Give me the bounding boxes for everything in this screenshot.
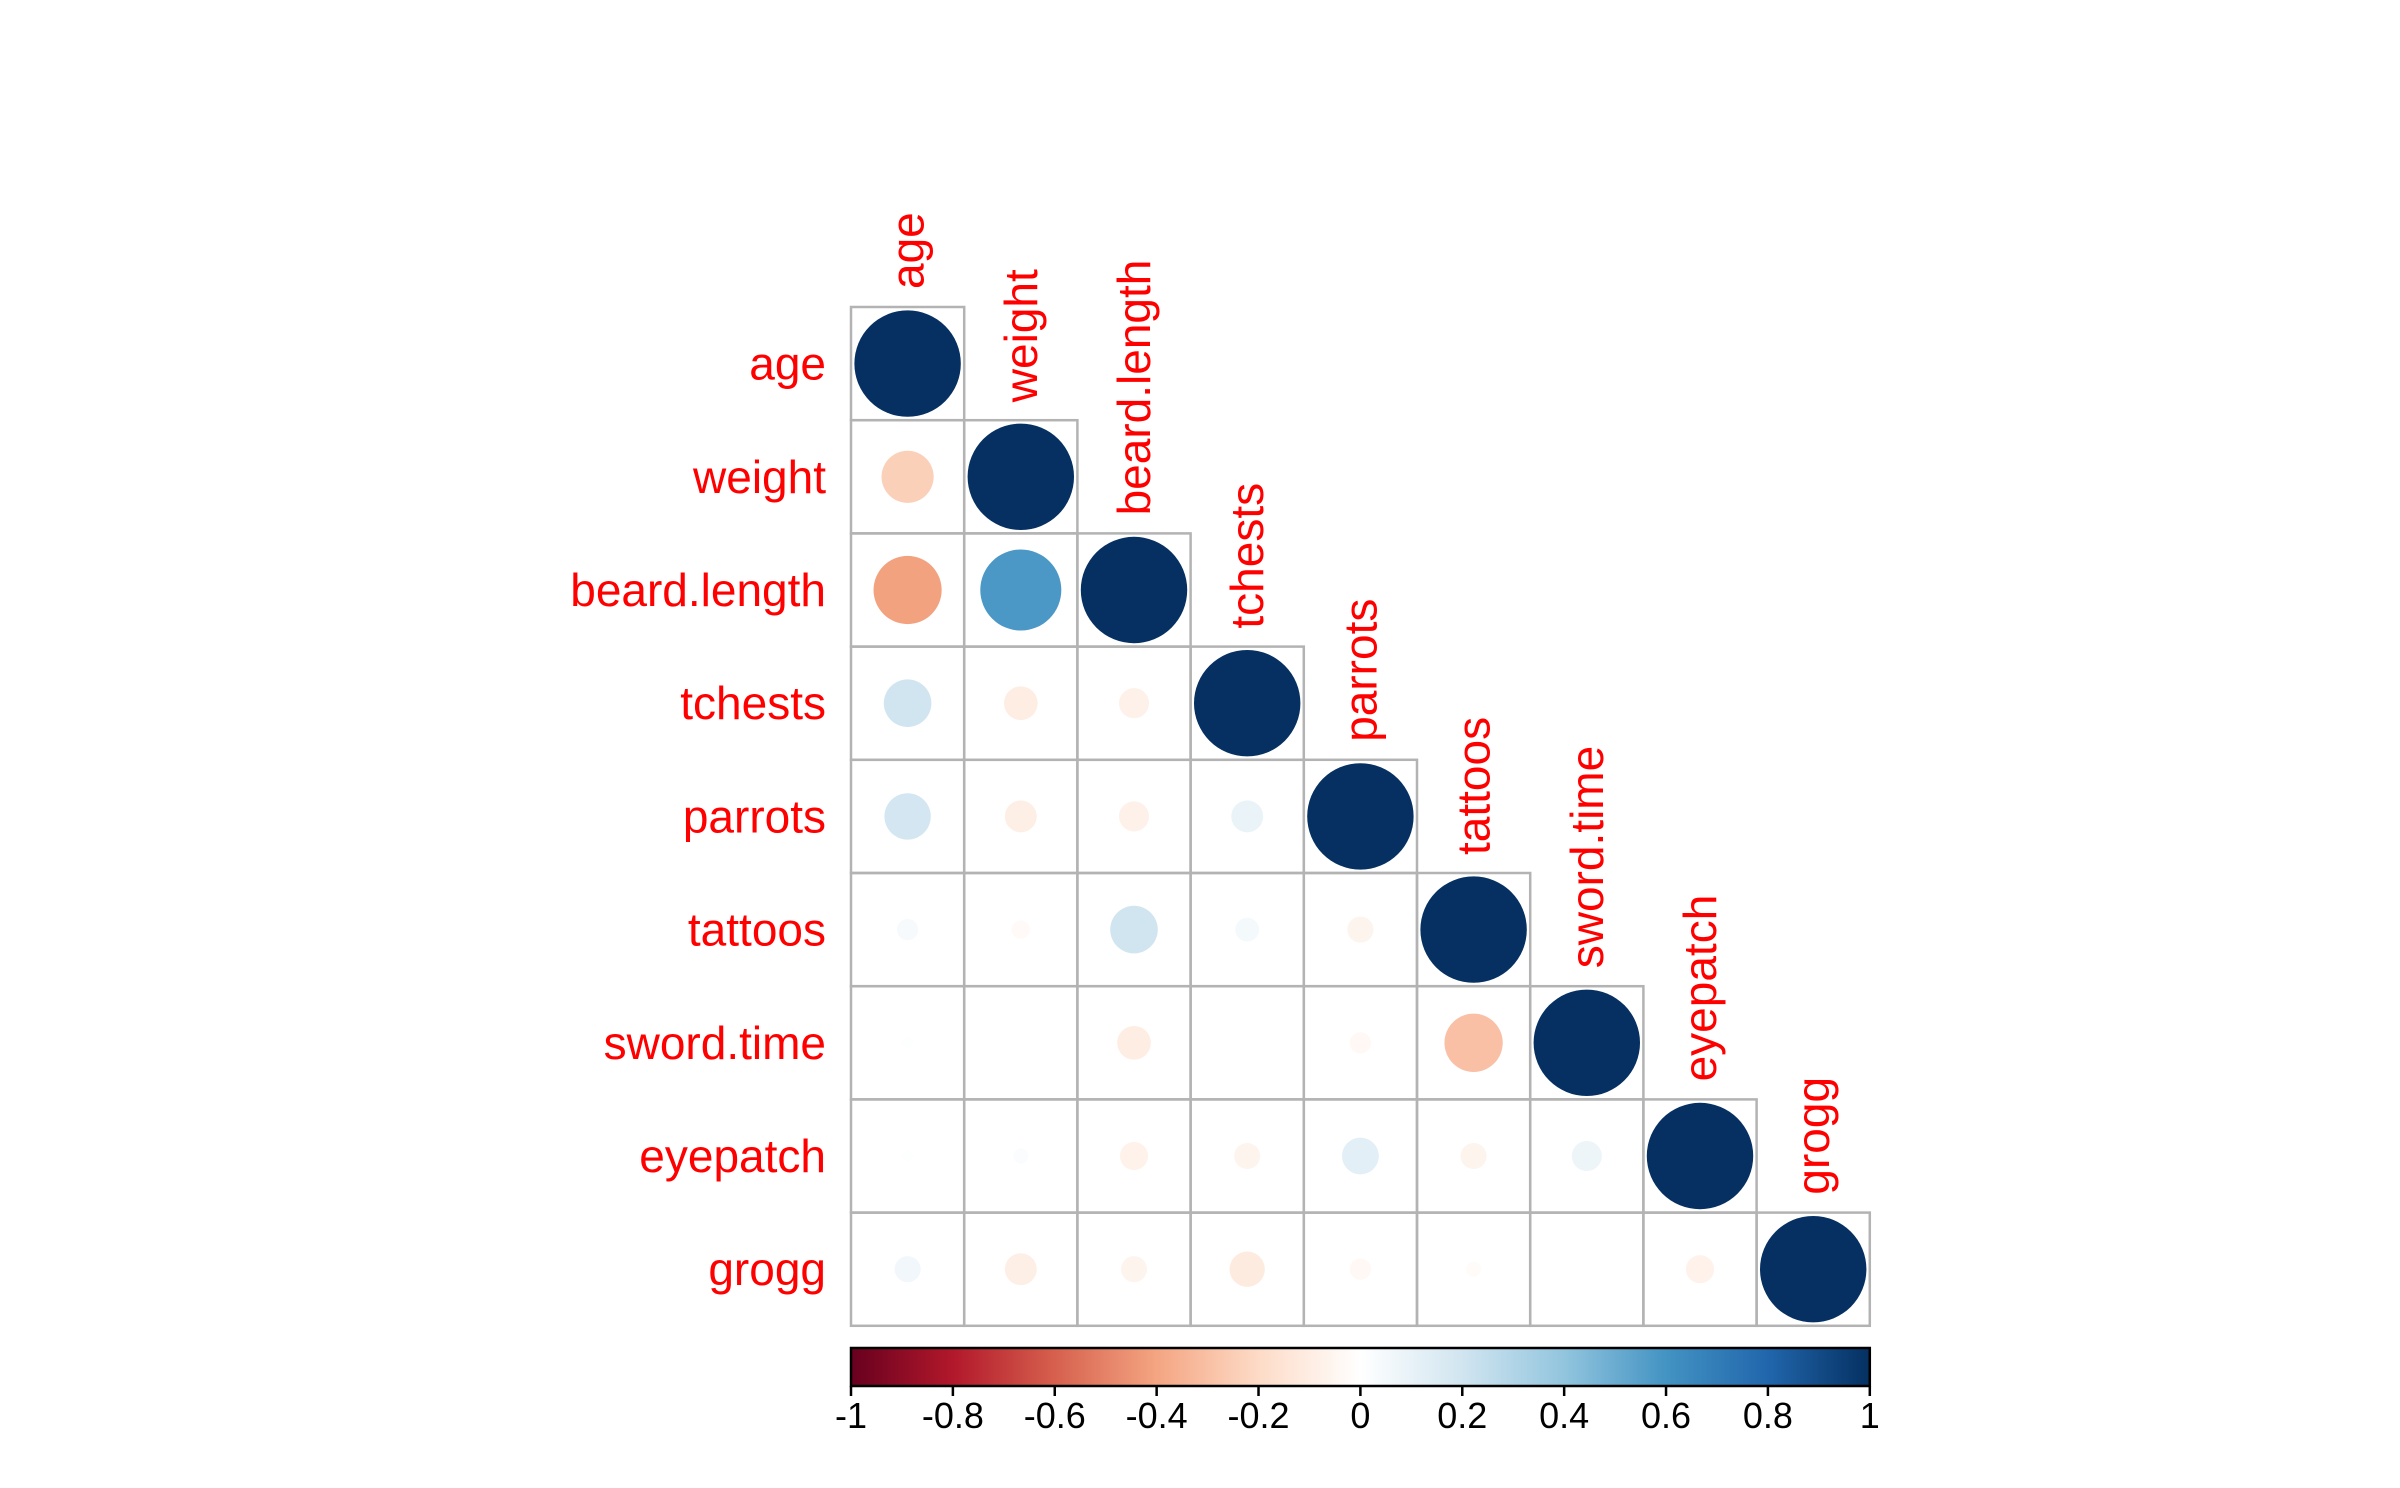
corr-circle-age-age [854, 310, 961, 417]
row-labels: age weight beard.length tchests parrots tatto… [570, 338, 826, 1296]
corr-circle-grogg-parrots [1349, 1258, 1372, 1280]
column-label-tchests: tchests [1221, 483, 1273, 629]
row-label-age: age [749, 338, 826, 390]
corr-circle-beard.length-age [873, 555, 942, 625]
corr-circle-parrots-age [884, 793, 931, 840]
column-label-beard.length: beard.length [1108, 260, 1160, 516]
corr-circle-weight-age [881, 450, 934, 503]
corr-circle-grogg-grogg [1759, 1215, 1867, 1323]
corr-circle-parrots-parrots [1307, 763, 1414, 870]
row-label-sword.time: sword.time [604, 1017, 826, 1069]
corr-circle-eyepatch-sword.time [1571, 1140, 1602, 1172]
corr-circle-tattoos-beard.length [1110, 905, 1158, 954]
color-legend-tick-label: -0.8 [922, 1395, 984, 1436]
corr-circle-sword.time-parrots [1349, 1032, 1372, 1054]
corr-circle-tattoos-age [896, 918, 919, 941]
column-label-age: age [882, 212, 934, 289]
color-legend-tick-label: 0.2 [1437, 1395, 1487, 1436]
corr-circle-sword.time-sword.time [1533, 989, 1641, 1097]
corr-circle-parrots-weight [1004, 800, 1037, 833]
color-legend-tick-label: -0.4 [1126, 1395, 1188, 1436]
color-legend-tick-label: -0.6 [1024, 1395, 1086, 1436]
corr-circle-parrots-beard.length [1118, 801, 1150, 832]
corr-circle-tchests-beard.length [1118, 688, 1150, 719]
matrix-cells [849, 305, 1872, 1328]
corr-circle-beard.length-weight [980, 549, 1062, 631]
corr-circle-grogg-tattoos [1466, 1261, 1482, 1277]
row-label-parrots: parrots [683, 790, 826, 842]
color-legend-tick-label: 0 [1350, 1395, 1370, 1436]
corr-circle-grogg-weight [1004, 1253, 1037, 1286]
corr-circle-eyepatch-parrots [1341, 1137, 1379, 1175]
corr-circle-tattoos-parrots [1347, 916, 1374, 943]
corr-circle-tattoos-tattoos [1420, 876, 1527, 983]
corr-circle-tchests-age [883, 679, 932, 727]
color-legend-tick-label: 0.6 [1641, 1395, 1691, 1436]
color-legend-gradient [849, 1346, 1872, 1388]
corr-circle-tchests-weight [1003, 686, 1038, 721]
column-label-grogg: grogg [1787, 1077, 1839, 1195]
corr-circle-sword.time-beard.length [1117, 1025, 1151, 1060]
matrix-cell-grogg-grogg [1755, 1211, 1872, 1328]
corr-circle-grogg-beard.length [1120, 1256, 1148, 1283]
corr-circle-eyepatch-weight [1013, 1148, 1029, 1164]
row-label-beard.length: beard.length [570, 564, 826, 616]
column-label-eyepatch: eyepatch [1674, 895, 1726, 1082]
corr-circle-eyepatch-beard.length [1119, 1141, 1149, 1171]
corr-circle-grogg-age [894, 1256, 921, 1283]
color-legend-bar [849, 1346, 1872, 1388]
corr-circle-sword.time-tattoos [1444, 1013, 1503, 1072]
corr-circle-tattoos-weight [1011, 920, 1031, 939]
matrix-cell-grogg-sword.time [1528, 1211, 1645, 1328]
row-label-weight: weight [692, 451, 826, 503]
corr-circle-sword.time-age [902, 1037, 913, 1049]
corr-circle-weight-weight [967, 423, 1075, 531]
color-legend-tick-label: 1 [1860, 1395, 1880, 1436]
row-label-eyepatch: eyepatch [639, 1130, 826, 1182]
column-label-sword.time: sword.time [1561, 746, 1613, 968]
color-legend-tick-label: 0.8 [1743, 1395, 1793, 1436]
corr-circle-grogg-tchests [1229, 1251, 1265, 1287]
corr-circle-beard.length-beard.length [1080, 536, 1188, 644]
color-legend-ticks: -1 -0.8 -0.6 -0.4 -0.2 0 0.2 0.4 0.6 0.8 1 [835, 1386, 1880, 1436]
corr-circle-parrots-tchests [1231, 800, 1264, 833]
row-label-grogg: grogg [708, 1243, 826, 1295]
column-label-tattoos: tattoos [1448, 717, 1500, 855]
correlation-circles [854, 310, 1867, 1323]
column-label-weight: weight [995, 269, 1047, 403]
corr-circle-eyepatch-eyepatch [1646, 1102, 1754, 1210]
color-legend-tick-label: -0.2 [1227, 1395, 1289, 1436]
corr-circle-eyepatch-age [902, 1150, 913, 1162]
row-label-tattoos: tattoos [688, 904, 826, 956]
column-label-parrots: parrots [1334, 599, 1386, 742]
row-label-tchests: tchests [680, 677, 826, 729]
column-labels: age weight beard.length tchests parrots tatto… [882, 212, 1840, 1194]
corr-circle-tchests-tchests [1193, 649, 1301, 757]
corr-circle-eyepatch-tchests [1234, 1142, 1261, 1170]
matrix-cell-sword.time-weight [962, 984, 1079, 1101]
corr-circle-tattoos-tchests [1235, 917, 1260, 942]
color-legend-tick-label: -1 [835, 1395, 867, 1436]
corr-circle-grogg-eyepatch [1685, 1255, 1715, 1284]
matrix-cell-sword.time-tchests [1189, 984, 1306, 1101]
color-legend-tick-label: 0.4 [1539, 1395, 1589, 1436]
corr-circle-eyepatch-tattoos [1460, 1142, 1487, 1170]
